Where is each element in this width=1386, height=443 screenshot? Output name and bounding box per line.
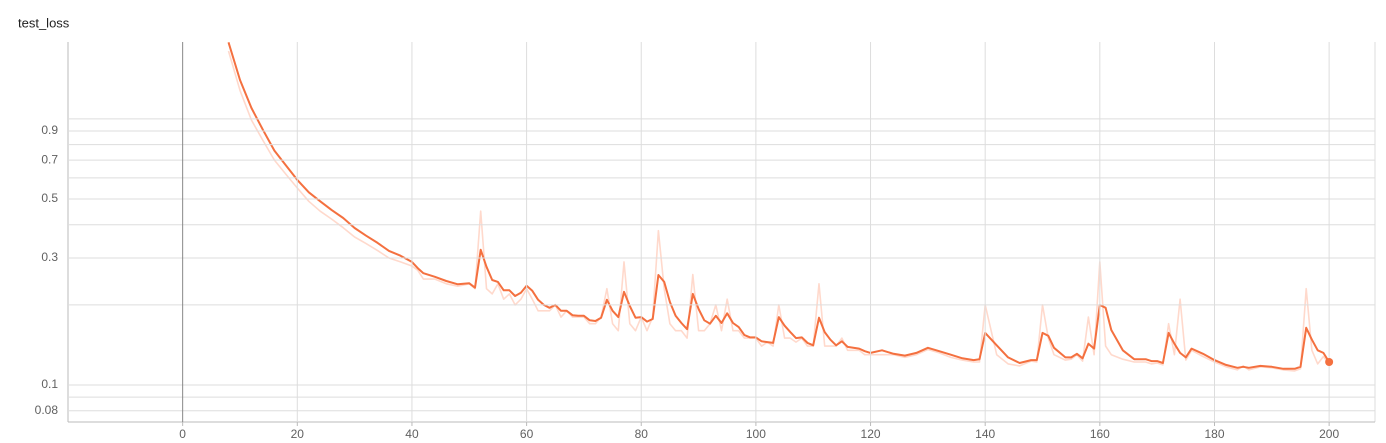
y-tick-label: 0.7 [41,152,58,166]
chart-title: test_loss [18,15,70,30]
y-tick-label: 0.9 [41,123,58,137]
x-tick-label: 0 [179,427,186,441]
series-line [227,42,1330,370]
x-tick-label: 200 [1319,427,1339,441]
series-line [227,50,1330,372]
x-tick-label: 40 [405,427,419,441]
plot-area [227,42,1330,372]
x-tick-label: 80 [635,427,649,441]
x-tick-label: 160 [1090,427,1110,441]
x-tick-label: 180 [1204,427,1224,441]
x-tick-label: 120 [861,427,881,441]
x-tick-label: 20 [291,427,305,441]
end-point [1325,358,1334,367]
y-tick-label: 0.5 [41,191,58,205]
x-tick-label: 140 [975,427,995,441]
y-tick-label: 0.3 [41,250,58,264]
y-tick-label: 0.1 [41,377,58,391]
x-tick-label: 100 [746,427,766,441]
y-tick-label: 0.08 [35,403,59,417]
x-tick-label: 60 [520,427,534,441]
